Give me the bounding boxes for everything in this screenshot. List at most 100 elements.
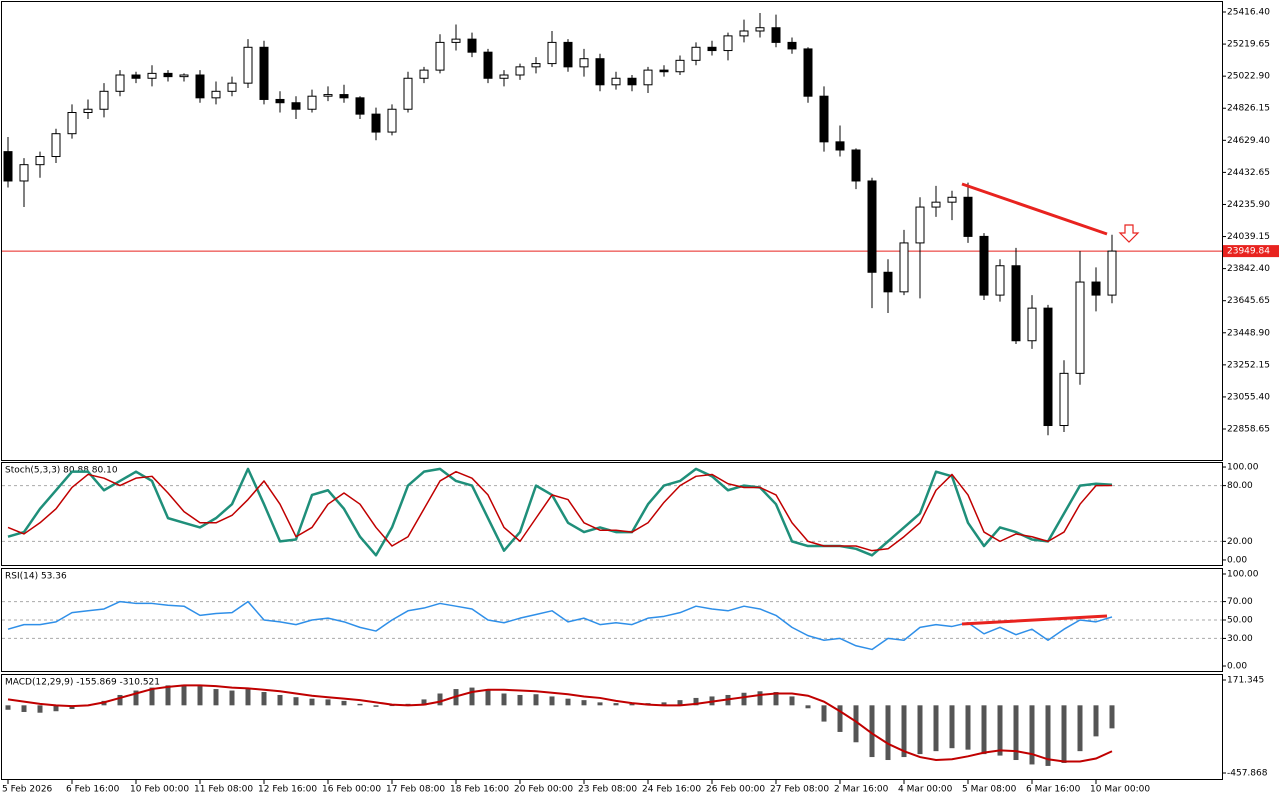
candle-body — [1075, 281, 1085, 374]
macd-bar — [245, 689, 251, 706]
macd-bar — [549, 696, 555, 706]
y-tick-label: 23252.15 — [1227, 360, 1270, 370]
macd-bar — [805, 705, 811, 709]
x-tick-label: 6 Mar 16:00 — [1026, 785, 1081, 795]
candle-body — [851, 149, 861, 182]
candle-body — [371, 113, 381, 133]
macd-bar — [117, 694, 123, 706]
macd-bar — [581, 700, 587, 706]
x-tick-label: 5 Feb 2026 — [2, 785, 53, 795]
x-tick-label: 5 Mar 08:00 — [962, 785, 1017, 795]
macd-bar — [933, 705, 939, 752]
candle-body — [195, 74, 205, 99]
macd-bar — [309, 698, 315, 706]
y-tick-label: 50.00 — [1227, 616, 1253, 626]
macd-bar — [613, 703, 619, 706]
candle-body — [675, 59, 685, 73]
y-tick-label: 30.00 — [1227, 634, 1253, 644]
candle-body — [467, 38, 477, 53]
candle-body — [307, 95, 317, 110]
y-tick-label: 24039.15 — [1227, 232, 1270, 242]
candle-body — [1091, 281, 1101, 296]
x-tick-label: 2 Mar 16:00 — [834, 785, 889, 795]
sell-arrow — [1118, 224, 1140, 243]
candle-body — [51, 133, 61, 158]
candle-body — [819, 95, 829, 143]
candle-body — [147, 72, 157, 79]
y-tick-label: 80.00 — [1227, 481, 1253, 491]
macd-bar — [1077, 705, 1083, 752]
candle-body — [259, 46, 269, 100]
macd-bar — [325, 699, 331, 706]
candle-body — [963, 196, 973, 237]
y-tick-label: 24235.90 — [1227, 200, 1270, 210]
macd-bar — [1109, 705, 1115, 729]
macd-bar — [949, 705, 955, 749]
x-tick-label: 10 Feb 00:00 — [130, 785, 189, 795]
candle-body — [547, 41, 557, 65]
y-tick-label: 70.00 — [1227, 597, 1253, 607]
y-tick-label: 23055.40 — [1227, 392, 1270, 402]
macd-bar — [597, 702, 603, 706]
candle-body — [1011, 265, 1021, 342]
macd-bar — [341, 700, 347, 706]
macd-panel — [1, 674, 1223, 780]
candle-body — [771, 27, 781, 43]
candle-body — [323, 94, 333, 97]
candle-body — [835, 141, 845, 151]
current-price-box — [1223, 245, 1279, 258]
trend-line — [961, 182, 1108, 236]
candle-body — [915, 206, 925, 244]
macd-bar — [533, 694, 539, 706]
candle-body — [995, 265, 1005, 296]
rsi-trend-line — [961, 614, 1108, 626]
y-tick-label: 25416.40 — [1227, 8, 1270, 18]
y-tick-label: 100.00 — [1227, 463, 1259, 473]
macd-bar — [277, 694, 283, 706]
macd-bar — [261, 692, 267, 706]
candle-body — [211, 90, 221, 99]
y-tick-label: 23448.90 — [1227, 328, 1270, 338]
x-tick-label: 4 Mar 00:00 — [898, 785, 953, 795]
macd-bar — [629, 703, 635, 706]
candle-body — [979, 235, 989, 296]
macd-bar — [885, 705, 891, 761]
candle-body — [435, 41, 445, 71]
macd-bar — [917, 705, 923, 755]
candle-body — [739, 30, 749, 37]
macd-bar — [37, 705, 43, 713]
stoch-panel — [1, 462, 1223, 566]
macd-bar — [965, 705, 971, 750]
macd-bar — [357, 703, 363, 706]
y-tick-label: 22858.65 — [1227, 424, 1270, 434]
candle-body — [227, 82, 237, 92]
macd-bar — [421, 699, 427, 706]
x-tick-label: 26 Feb 00:00 — [706, 785, 765, 795]
candle-body — [707, 46, 717, 52]
candle-body — [595, 58, 605, 86]
macd-bar — [853, 705, 859, 743]
current-price-label: 23949.84 — [1227, 247, 1270, 257]
macd-bar — [389, 705, 395, 707]
macd-bar — [821, 705, 827, 722]
candle-body — [1027, 307, 1037, 342]
candle-body — [947, 196, 957, 203]
x-tick-label: 23 Feb 08:00 — [578, 785, 637, 795]
candle-body — [755, 27, 765, 32]
x-tick-label: 10 Mar 00:00 — [1090, 785, 1150, 795]
x-tick-label: 27 Feb 08:00 — [770, 785, 829, 795]
candle-body — [3, 151, 13, 182]
candle-body — [99, 90, 109, 110]
macd-bar — [997, 705, 1003, 756]
candle-body — [115, 74, 125, 92]
candle-body — [403, 77, 413, 110]
candle-body — [643, 69, 653, 86]
indicator-line — [7, 470, 1113, 552]
y-tick-label: 24432.65 — [1227, 168, 1270, 178]
macd-bar — [181, 684, 187, 706]
candle-body — [483, 51, 493, 79]
candle-body — [1059, 372, 1069, 427]
